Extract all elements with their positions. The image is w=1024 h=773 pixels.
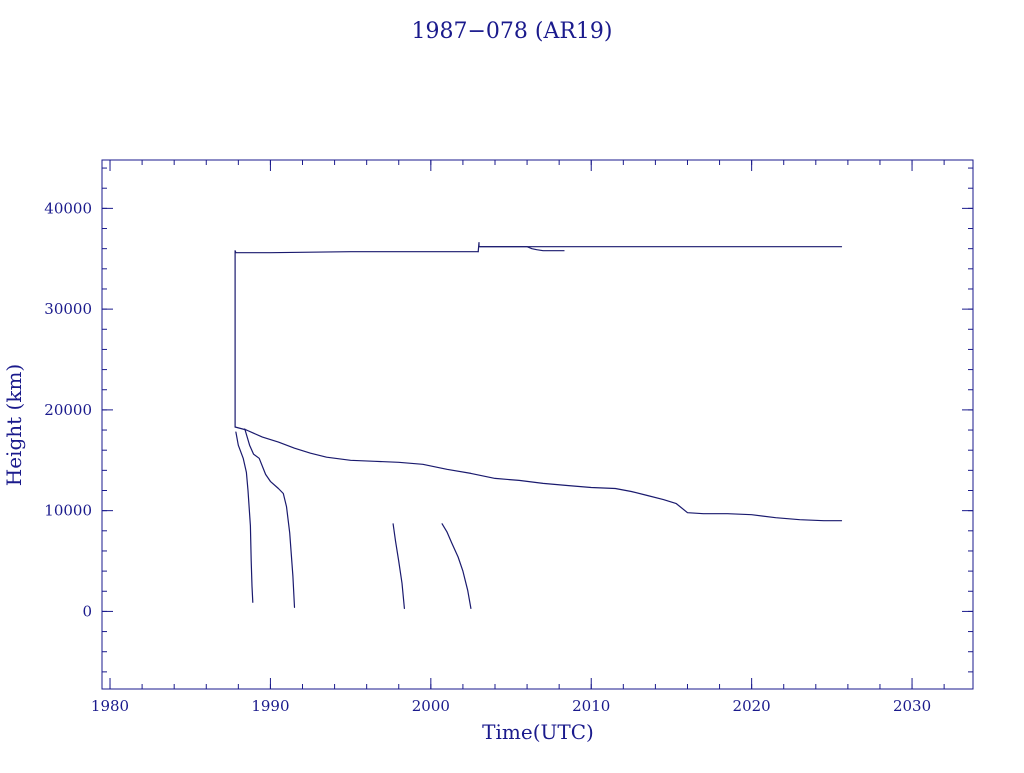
series-layer xyxy=(234,242,843,610)
x-tick-label: 2020 xyxy=(733,697,771,715)
y-tick-label: 20000 xyxy=(44,401,92,419)
x-axis-label: Time(UTC) xyxy=(482,720,594,744)
series-line-4 xyxy=(234,426,843,522)
chart-title: 1987−078 (AR19) xyxy=(411,19,612,44)
plot-frame xyxy=(101,159,974,690)
x-tick-label: 1990 xyxy=(251,697,289,715)
series-line-7 xyxy=(392,523,405,610)
x-tick-label: 2010 xyxy=(572,697,610,715)
y-axis-label: Height (km) xyxy=(2,364,26,486)
series-line-5 xyxy=(235,431,254,603)
series-line-8 xyxy=(441,523,472,610)
y-tick-label: 30000 xyxy=(44,300,92,318)
series-line-6 xyxy=(244,428,296,609)
axis-ticks: 1980 1990 2000 2010 2020 2030 0 10000 20000 30000… xyxy=(44,160,973,715)
x-tick-label: 2000 xyxy=(412,697,450,715)
y-tick-label: 40000 xyxy=(44,199,92,217)
y-tick-label: 0 xyxy=(82,602,92,620)
x-tick-label: 2030 xyxy=(893,697,931,715)
x-tick-label: 1980 xyxy=(91,697,129,715)
y-tick-label: 10000 xyxy=(44,502,92,520)
series-line-1 xyxy=(234,250,479,428)
